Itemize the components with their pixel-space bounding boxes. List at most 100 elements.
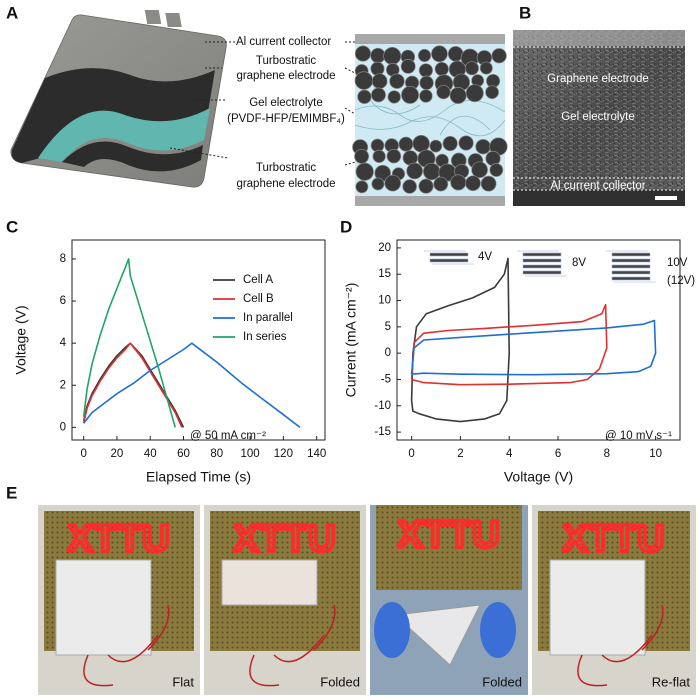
wires: [577, 604, 664, 687]
y-tick-label: 15: [378, 268, 391, 280]
sem-image: [513, 30, 685, 206]
particle: [464, 61, 479, 76]
particle: [417, 48, 432, 63]
data-line: [82, 258, 176, 428]
data-line: [410, 257, 510, 423]
data-line: [83, 342, 301, 429]
y-tick-label: 5: [385, 321, 391, 333]
annotation: 4V: [478, 251, 492, 263]
y-axis-label: Voltage (V): [13, 305, 29, 374]
particle: [436, 84, 451, 100]
panel-letter: C: [6, 217, 18, 236]
particle: [355, 162, 374, 181]
particle: [412, 134, 430, 153]
x-tick-label: 60: [177, 448, 190, 460]
x-tick-label: 120: [274, 448, 293, 460]
cross-section-drawing: [352, 34, 508, 206]
particle: [442, 135, 458, 152]
pouch-cell: [55, 559, 152, 656]
y-tick-label: 4: [60, 337, 67, 349]
y-tick-label: 10: [378, 295, 391, 307]
y-tick-label: 8: [60, 253, 66, 265]
particle: [475, 138, 491, 155]
component-label: Al current collector: [236, 36, 331, 48]
y-tick-label: -15: [374, 426, 391, 438]
particle: [429, 139, 443, 153]
particle: [406, 162, 423, 180]
x-tick-label: 100: [241, 448, 260, 460]
particle: [422, 162, 441, 181]
led-text: XTTU: [67, 518, 170, 560]
pouch-cell-drawing: [10, 10, 227, 188]
legend-label: In series: [243, 331, 287, 343]
particle: [418, 63, 433, 78]
particle: [389, 73, 405, 89]
x-tick-label: 8: [604, 448, 610, 460]
photo-strip: XTTU Flat XTTU Folded XTTU Folded XTTU Re-flat: [38, 505, 696, 695]
panel-letter: A: [6, 3, 18, 22]
annotation: @ 10 mV s⁻¹: [605, 430, 672, 442]
legend-label: Cell A: [243, 274, 273, 286]
component-label: Gel electrolyte: [249, 97, 323, 109]
particle: [386, 148, 402, 164]
particle: [398, 136, 414, 152]
x-tick-label: 0: [408, 448, 414, 460]
y-axis-label: Current (mA cm⁻²): [343, 283, 359, 398]
wires: [249, 604, 336, 687]
particle: [491, 48, 507, 64]
particle: [354, 148, 370, 164]
component-label: Turbostratic: [256, 162, 317, 174]
component-label: graphene electrode: [236, 70, 335, 82]
data-line: [82, 342, 183, 428]
particle: [471, 161, 488, 179]
legend-label: Cell B: [243, 293, 274, 305]
component-label: (PVDF-HFP/EMIMBF₄): [227, 113, 345, 125]
x-tick-label: 4: [506, 448, 513, 460]
data-line: [410, 303, 608, 386]
circuit-board: [376, 505, 522, 590]
particle: [465, 84, 484, 103]
particle: [370, 47, 386, 64]
photo-caption: Folded: [482, 674, 522, 689]
cell-stack-icons: [424, 250, 656, 283]
annotation: 8V: [572, 257, 586, 269]
data-line: [410, 319, 657, 376]
particle: [458, 135, 474, 151]
particle: [371, 177, 385, 191]
panel-letter: B: [519, 3, 531, 22]
x-tick-label: 80: [210, 448, 223, 460]
particle: [485, 85, 499, 100]
particle: [371, 73, 388, 90]
glove: [374, 602, 410, 658]
particle: [354, 45, 371, 62]
x-tick-label: 10: [649, 448, 662, 460]
sem-label: Al current collector: [550, 180, 645, 192]
y-tick-label: -5: [381, 374, 391, 386]
folded-cell: [393, 604, 481, 666]
y-tick-label: -10: [374, 400, 391, 412]
x-axis-label: Elapsed Time (s): [146, 469, 251, 485]
y-tick-label: 6: [60, 295, 66, 307]
panel-letter: E: [6, 483, 17, 502]
led-text: XTTU: [397, 514, 500, 556]
led-text: XTTU: [562, 518, 665, 560]
component-label: Turbostratic: [256, 55, 317, 67]
component-label: graphene electrode: [236, 178, 335, 190]
photo-caption: Re-flat: [652, 674, 691, 689]
particle: [372, 149, 386, 163]
x-tick-label: 2: [457, 448, 463, 460]
x-tick-label: 20: [111, 448, 124, 460]
x-tick-label: 40: [144, 448, 157, 460]
particle: [419, 89, 433, 103]
particle: [402, 179, 417, 194]
y-tick-label: 20: [378, 242, 391, 254]
particle: [480, 175, 497, 192]
y-tick-label: 0: [385, 347, 391, 359]
annotation: 10V: [667, 257, 688, 269]
x-tick-label: 140: [307, 448, 326, 460]
particle: [370, 61, 385, 76]
y-tick-label: 2: [60, 379, 66, 391]
y-tick-label: 0: [60, 421, 66, 433]
